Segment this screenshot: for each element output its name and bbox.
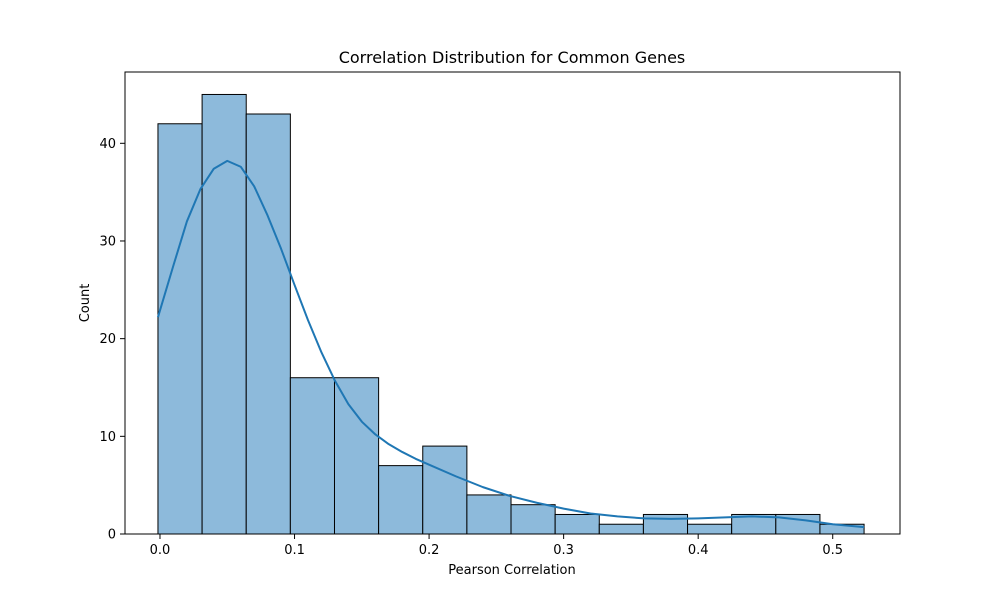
x-axis-ticks: 0.0 0.1 0.2 0.3 0.4 0.5	[150, 534, 843, 558]
x-tick-label: 0.1	[284, 543, 305, 558]
y-tick-label: 0	[108, 528, 116, 543]
y-tick-label: 10	[99, 430, 116, 445]
x-tick-label: 0.4	[688, 543, 709, 558]
y-axis-ticks: 0 10 20 30 40	[99, 137, 125, 543]
y-axis-label: Count	[78, 284, 93, 323]
histogram-bar	[510, 504, 556, 535]
histogram-bar	[598, 523, 644, 535]
histogram-bar	[554, 513, 600, 535]
histogram-bar	[378, 465, 424, 535]
histogram-bar	[245, 113, 291, 535]
histogram-bar	[687, 523, 733, 535]
x-tick-label: 0.5	[822, 543, 843, 558]
histogram-bars	[157, 93, 865, 535]
chart-title: Correlation Distribution for Common Gene…	[339, 48, 686, 67]
y-tick-label: 20	[99, 332, 116, 347]
y-tick-label: 30	[99, 234, 116, 249]
histogram-bar	[289, 377, 335, 535]
x-tick-label: 0.3	[553, 543, 574, 558]
histogram-bar	[333, 377, 380, 535]
histogram-bar	[642, 513, 689, 535]
kde-curve	[157, 159, 865, 529]
x-tick-label: 0.0	[150, 543, 171, 558]
histogram-bar	[422, 445, 468, 535]
plot-frame	[124, 71, 901, 535]
y-tick-label: 40	[99, 137, 116, 152]
x-axis-label: Pearson Correlation	[448, 563, 575, 578]
histogram-bar	[466, 494, 512, 535]
histogram-bar	[157, 123, 203, 535]
histogram-bar	[201, 93, 247, 535]
x-tick-label: 0.2	[419, 543, 440, 558]
